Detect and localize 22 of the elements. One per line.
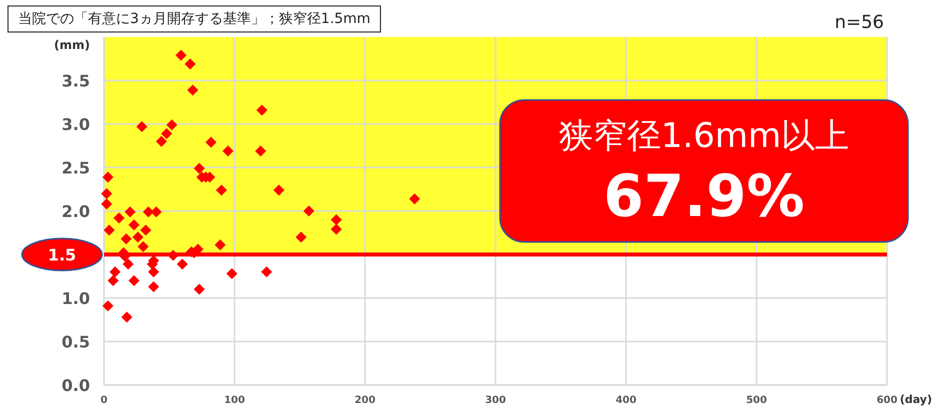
x-tick-label: 600 <box>876 395 898 406</box>
y-tick-label: 2.0 <box>62 202 90 221</box>
y-tick-label: 1.0 <box>62 289 90 308</box>
x-tick-label: 0 <box>100 395 108 406</box>
x-tick-label: 500 <box>746 395 767 406</box>
x-tick-label: 200 <box>354 395 376 406</box>
x-axis-title: (day) <box>900 393 932 406</box>
chart-title: 当院での「有意に3ヵ月開存する基準」；狭窄径1.5mm <box>18 11 370 27</box>
y-tick-label: 3.0 <box>62 115 90 134</box>
y-tick-label: 3.5 <box>62 72 90 90</box>
y-tick-label: 0.0 <box>62 376 90 395</box>
text: n=56 <box>834 12 884 33</box>
y-tick-label: 0.5 <box>62 332 90 352</box>
x-tick-label: 400 <box>616 395 636 406</box>
annotation: 狭窄径1.6mm以上 <box>558 116 850 156</box>
x-tick-label: 300 <box>485 395 506 406</box>
ref-line-label: 1.5 <box>48 246 76 264</box>
y-tick-label: 2.5 <box>62 158 90 178</box>
y-axis-title: (mm) <box>54 38 90 52</box>
callout: 狭窄径1.6mm以上 67.9% <box>499 99 909 243</box>
x-tick-label: 100 <box>224 395 245 406</box>
annotation: 67.9% <box>603 162 805 230</box>
